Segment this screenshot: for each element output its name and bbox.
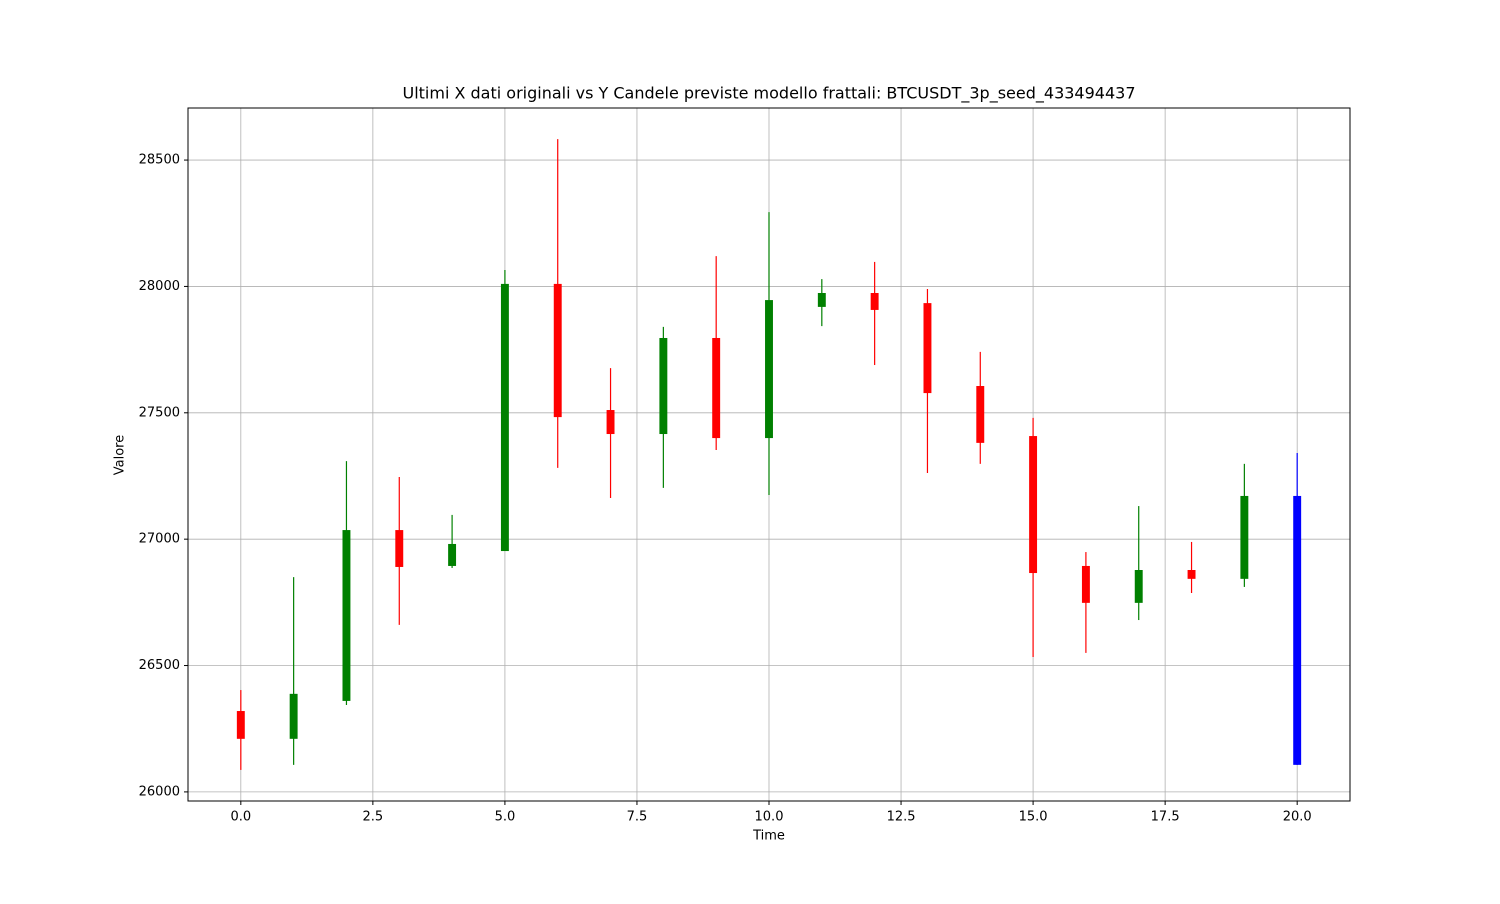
candle-body	[1293, 495, 1302, 765]
candle-body	[236, 711, 245, 739]
candle-body	[765, 300, 773, 439]
x-tick-label: 20.0	[1283, 810, 1312, 825]
x-axis-label: Time	[752, 829, 785, 844]
chart-title: Ultimi X dati originali vs Y Candele pre…	[402, 84, 1135, 104]
x-tick-label: 7.5	[627, 810, 648, 825]
candle-body	[289, 693, 298, 739]
x-tick-label: 12.5	[887, 810, 916, 825]
y-axis-label: Valore	[113, 435, 128, 475]
y-tick-label: 27500	[139, 405, 180, 420]
x-tick-label: 15.0	[1019, 810, 1048, 825]
candle-body	[817, 293, 826, 307]
candle-body	[1029, 436, 1038, 574]
y-tick-label: 26500	[139, 658, 180, 673]
candle-body	[1240, 495, 1249, 579]
plot-frame	[187, 107, 1351, 802]
candle-body	[448, 543, 457, 566]
candle-body	[1187, 570, 1196, 579]
y-tick-label: 27000	[139, 532, 180, 547]
candle-body	[553, 283, 562, 418]
candle-body	[659, 337, 668, 435]
x-tick-label: 0.0	[230, 810, 251, 825]
x-tick-label: 10.0	[755, 810, 784, 825]
candle-body	[712, 337, 721, 439]
candle-body	[976, 386, 985, 443]
y-tick-label: 28500	[139, 153, 180, 168]
candle-body	[342, 530, 351, 701]
x-tick-label: 17.5	[1151, 810, 1180, 825]
x-tick-label: 5.0	[495, 810, 516, 825]
candle-body	[500, 283, 509, 552]
candle-body	[870, 293, 879, 310]
candle-body	[1134, 570, 1143, 603]
y-tick-label: 26000	[139, 784, 180, 799]
x-tick-label: 2.5	[363, 810, 384, 825]
candle-body	[923, 303, 932, 394]
candle-body	[1081, 565, 1090, 603]
candle-body	[606, 410, 615, 435]
y-tick-label: 28000	[139, 279, 180, 294]
candle-body	[395, 530, 404, 567]
